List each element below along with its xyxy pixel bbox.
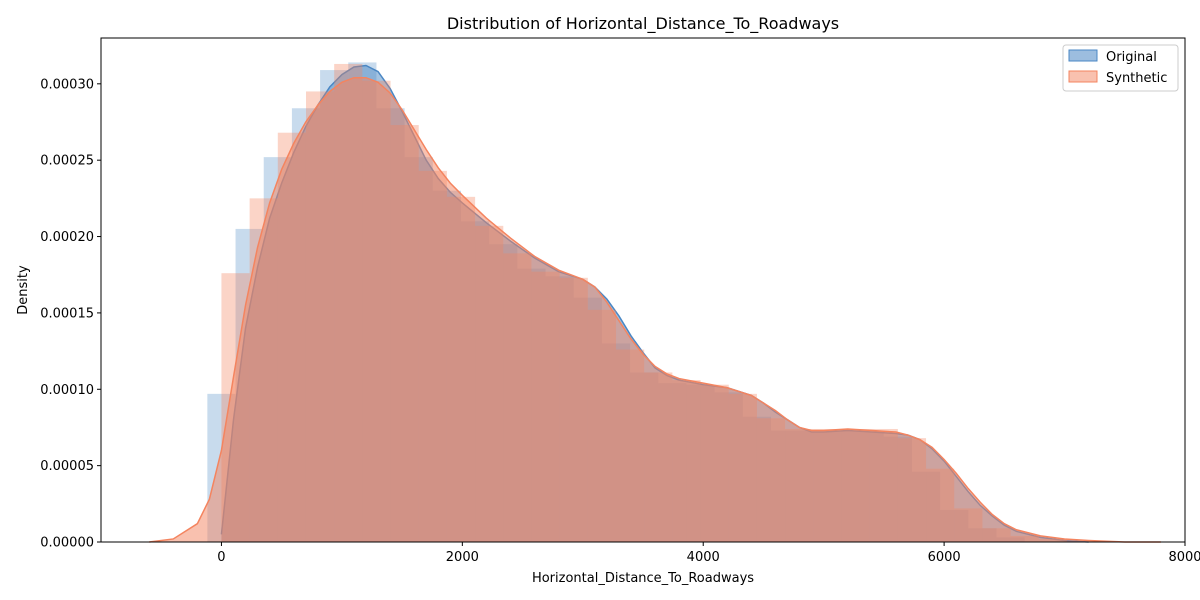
- series-synthetic: [149, 63, 1161, 543]
- y-tick-label: 0.00010: [40, 383, 94, 398]
- x-tick-label: 8000: [1168, 550, 1200, 565]
- legend-swatch-synthetic: [1068, 70, 1098, 83]
- kde-area-synthetic: [149, 77, 1161, 543]
- legend-label-original: Original: [1106, 50, 1157, 65]
- axes-frame: [100, 37, 1186, 543]
- legend-swatch-original: [1068, 49, 1098, 62]
- chart-title: Distribution of Horizontal_Distance_To_R…: [447, 14, 839, 34]
- kde-line-synthetic: [149, 76, 1161, 543]
- plot-area: [149, 62, 1161, 543]
- y-tick-label: 0.00025: [40, 154, 94, 169]
- x-tick-label: 6000: [928, 550, 961, 565]
- x-tick-label: 2000: [446, 550, 479, 565]
- legend-label-synthetic: Synthetic: [1106, 71, 1167, 86]
- y-tick-label: 0.00030: [40, 77, 94, 92]
- x-axis-label: Horizontal_Distance_To_Roadways: [532, 571, 754, 586]
- x-tick-label: 4000: [687, 550, 720, 565]
- y-axis: 0.00000 0.00005 0.00010 0.00015 0.00020 0.000…: [40, 77, 101, 551]
- y-tick-label: 0.00020: [40, 230, 94, 245]
- y-axis-label: Density: [16, 265, 31, 315]
- x-axis: 0 2000 4000 6000 8000: [217, 542, 1200, 565]
- legend: Original Synthetic: [1062, 44, 1179, 92]
- y-tick-label: 0.00000: [40, 536, 94, 551]
- y-tick-label: 0.00015: [40, 306, 94, 321]
- y-tick-label: 0.00005: [40, 459, 94, 474]
- x-tick-label: 0: [217, 550, 225, 565]
